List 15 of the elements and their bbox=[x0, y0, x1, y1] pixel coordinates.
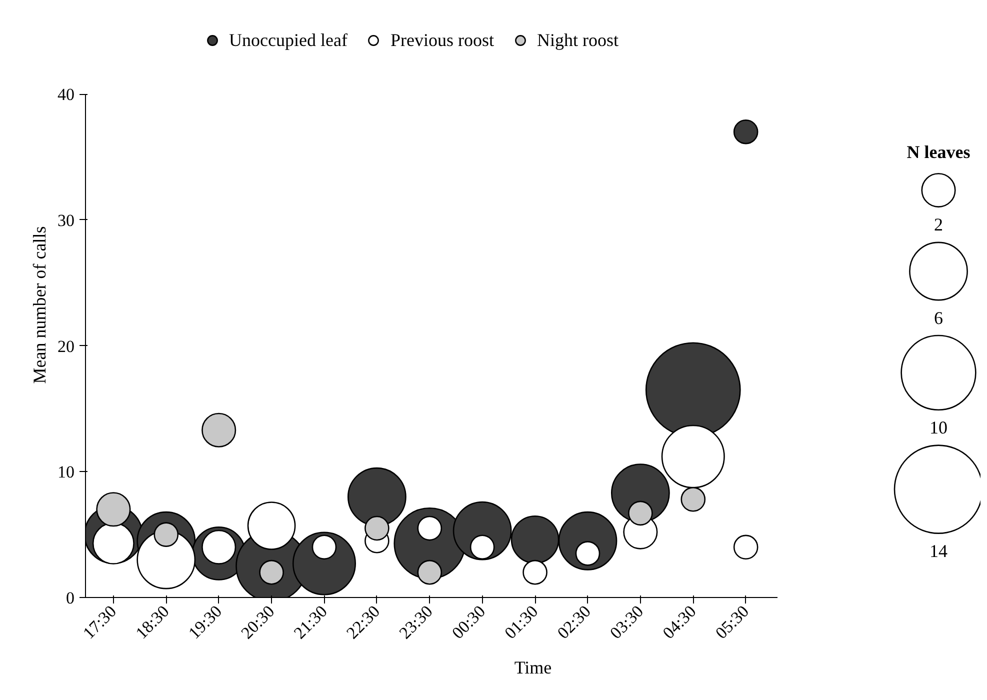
legend-label: Previous roost bbox=[390, 30, 494, 50]
legend-label: 10 bbox=[930, 418, 948, 438]
y-tick-label: 30 bbox=[58, 210, 74, 230]
legend-title: N leaves bbox=[906, 142, 970, 162]
legend-label: Unoccupied leaf bbox=[229, 30, 348, 50]
legend-label: Night roost bbox=[536, 30, 618, 50]
legend-label: 14 bbox=[930, 540, 948, 561]
y-tick-label: 20 bbox=[58, 336, 74, 356]
y-tick-label: 40 bbox=[58, 85, 74, 104]
y-tick-label: 10 bbox=[58, 462, 74, 482]
y-axis-title: Mean number of calls bbox=[30, 226, 50, 384]
x-axis-title: Time bbox=[514, 657, 552, 678]
legend-label: 6 bbox=[934, 308, 943, 328]
y-tick-label: 0 bbox=[66, 588, 74, 608]
legend-label: 2 bbox=[934, 214, 943, 235]
